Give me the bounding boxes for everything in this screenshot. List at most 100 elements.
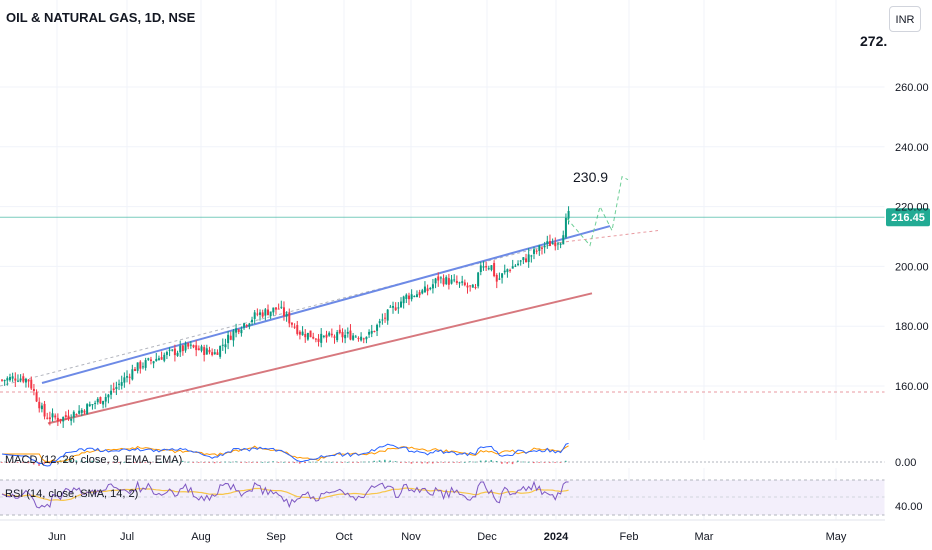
rsi-label[interactable]: RSI (14, close, SMA, 14, 2)	[5, 488, 139, 500]
candle-body	[429, 288, 432, 290]
candle-body	[72, 411, 75, 418]
extension-dotted-line	[559, 230, 659, 243]
candle-body	[227, 334, 230, 344]
rsi-axis-label: 40.00	[895, 501, 923, 513]
candle-body	[501, 273, 504, 278]
macd-histogram-bar	[373, 460, 375, 462]
macd-pane: 0.00	[0, 440, 916, 469]
candle-body	[485, 266, 488, 268]
candle-body	[296, 325, 299, 334]
candle-body	[312, 336, 315, 339]
candle-body	[27, 379, 30, 382]
candle-body	[237, 329, 240, 332]
candle-body	[120, 382, 123, 386]
x-tick-label: Jun	[48, 531, 66, 543]
macd-histogram-bar	[11, 462, 14, 463]
x-tick-label: Jul	[120, 531, 134, 543]
macd-label[interactable]: MACD (12, 26, close, 9, EMA, EMA)	[5, 454, 183, 466]
projection-path	[566, 175, 629, 247]
candle-body	[67, 415, 70, 420]
candle-body	[362, 338, 365, 340]
macd-line	[1, 442, 569, 467]
candle-body	[344, 334, 347, 339]
candle-body	[421, 290, 424, 294]
macd-histogram-bar	[261, 461, 264, 463]
candle-body	[168, 349, 171, 351]
candle-body	[370, 330, 373, 334]
candle-body	[556, 243, 559, 245]
candle-body	[187, 343, 190, 347]
macd-histogram-bar	[426, 462, 429, 464]
macd-histogram-bar	[251, 462, 253, 463]
candle-body	[522, 257, 525, 261]
x-tick-label: Mar	[695, 531, 714, 543]
candle-body	[104, 397, 107, 402]
time-axis[interactable]: Jun Jul Aug Sep Oct Nov Dec 2024 Feb Mar May	[0, 519, 885, 543]
candle-body	[506, 269, 509, 272]
candle-body	[16, 380, 19, 382]
candle-body	[543, 245, 546, 248]
macd-signal-line	[2, 445, 569, 463]
candle-body	[415, 294, 418, 298]
candle-body	[493, 263, 496, 277]
macd-histogram-bar	[128, 462, 131, 463]
y-tick-label: 180.00	[895, 321, 929, 333]
candle-body	[22, 376, 25, 382]
candle-body	[397, 307, 400, 309]
candle-body	[126, 376, 129, 378]
candle-body	[514, 265, 517, 267]
candle-body	[189, 344, 192, 346]
candle-body	[373, 330, 376, 332]
candle-body	[338, 329, 341, 333]
x-tick-label: Dec	[477, 531, 497, 543]
macd-histogram-bar	[229, 461, 232, 463]
candle-body	[179, 345, 182, 353]
candle-body	[290, 322, 293, 325]
candle-body	[224, 344, 227, 348]
candle-body	[282, 307, 285, 317]
macd-histogram-bar	[559, 462, 562, 463]
candle-body	[107, 394, 110, 398]
candle-body	[160, 357, 163, 360]
candle-body	[301, 331, 304, 336]
candle-body	[264, 309, 267, 316]
candle-body	[99, 397, 102, 404]
macd-histogram-bar	[330, 461, 333, 463]
candle-body	[110, 390, 113, 395]
macd-histogram-bar	[463, 461, 466, 463]
candle-body	[434, 278, 437, 284]
macd-histogram-bar	[314, 461, 317, 463]
candle-body	[469, 285, 472, 287]
candle-body	[471, 284, 474, 288]
candle-body	[267, 309, 269, 316]
macd-histogram-bar	[336, 462, 338, 463]
candle-body	[458, 282, 461, 284]
y-tick-label: 220.00	[895, 202, 929, 214]
currency-button[interactable]: INR	[889, 6, 921, 32]
candle-body	[149, 359, 152, 362]
candle-body	[245, 325, 248, 327]
macd-histogram-bar	[527, 461, 530, 463]
candle-body	[564, 217, 567, 238]
price-axis[interactable]: 260.00 240.00 220.00 200.00 180.00 160.00	[884, 0, 929, 550]
macd-histogram-bar	[415, 462, 418, 463]
macd-histogram-bar	[442, 462, 445, 463]
symbol-title[interactable]: OIL & NATURAL GAS, 1D, NSE	[6, 10, 196, 25]
candle-body	[413, 296, 416, 298]
candle-body	[173, 348, 176, 356]
macd-histogram-bar	[479, 460, 482, 462]
rsi-line	[1, 480, 569, 509]
candle-body	[248, 323, 251, 327]
candle-body	[562, 235, 565, 245]
candle-body	[251, 319, 254, 323]
candle-body	[38, 401, 41, 409]
candle-body	[548, 241, 551, 247]
candle-body	[102, 400, 105, 405]
last-price-line: 216.45	[0, 208, 930, 227]
macd-histogram-bar	[400, 462, 402, 463]
macd-histogram-bar	[522, 461, 524, 463]
candle-body	[200, 346, 203, 351]
candle-body	[386, 309, 389, 321]
candle-body	[136, 362, 139, 371]
